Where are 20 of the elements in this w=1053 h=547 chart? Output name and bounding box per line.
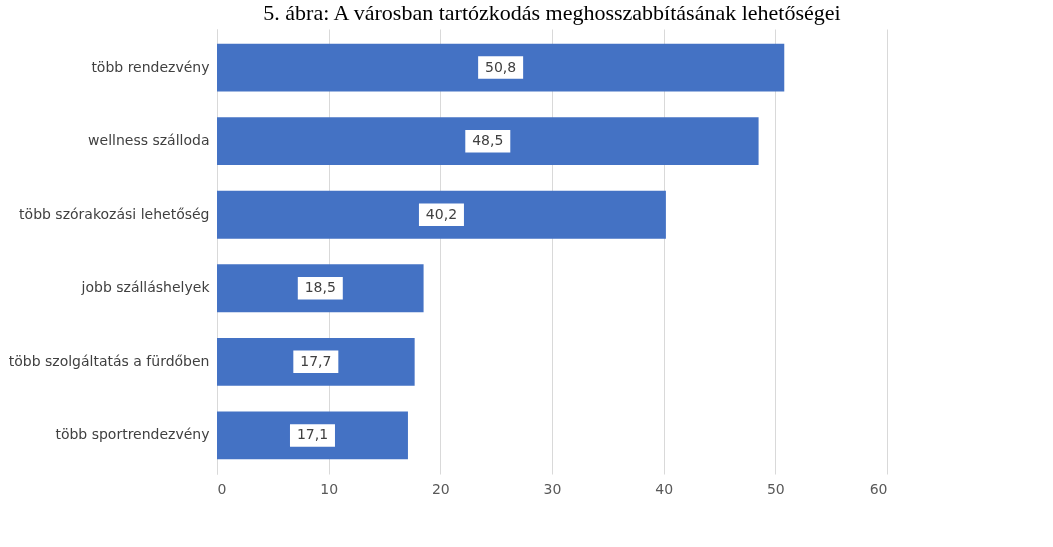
chart-title: 5. ábra: A városban tartózkodás meghosszabbításának lehetőségei <box>263 0 841 25</box>
data-label: 48,5 <box>472 132 504 149</box>
y-tick-label: jobb szálláshelyek <box>80 279 211 296</box>
x-tick-label: 0 <box>217 480 227 497</box>
y-tick-label: több sportrendezvény <box>55 426 210 443</box>
x-tick-label: 30 <box>543 480 562 497</box>
y-tick-label: több szórakozási lehetőség <box>19 205 210 222</box>
x-tick-label: 20 <box>431 480 450 497</box>
data-label: 17,7 <box>300 352 332 369</box>
x-tick-label: 50 <box>766 480 785 497</box>
x-tick-label: 10 <box>320 480 339 497</box>
data-label: 50,8 <box>485 58 517 75</box>
data-label: 18,5 <box>304 279 336 296</box>
data-label: 17,1 <box>296 426 329 443</box>
x-tick-label: 60 <box>869 480 888 497</box>
x-tick-label: 40 <box>655 480 674 497</box>
data-label: 40,2 <box>425 205 458 222</box>
y-tick-label: több szolgáltatás a fürdőben <box>8 352 210 369</box>
y-tick-label: több rendezvény <box>91 58 210 75</box>
y-tick-label: wellness szálloda <box>88 132 210 149</box>
